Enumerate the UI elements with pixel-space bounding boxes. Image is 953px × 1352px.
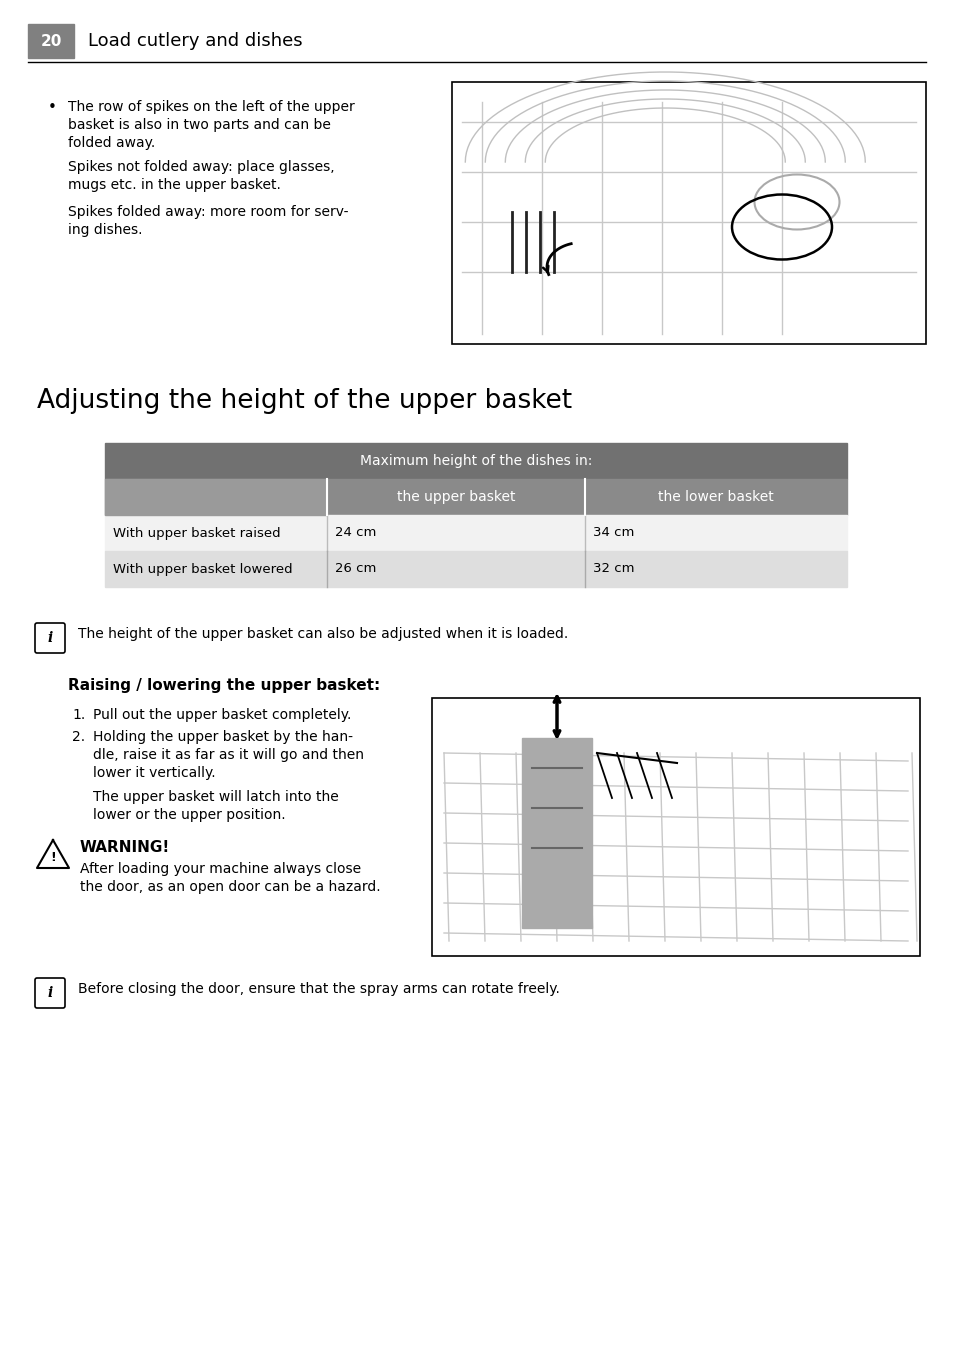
Text: With upper basket lowered: With upper basket lowered xyxy=(112,562,293,576)
Polygon shape xyxy=(37,840,69,868)
Text: Holding the upper basket by the han-: Holding the upper basket by the han- xyxy=(92,730,353,744)
Text: mugs etc. in the upper basket.: mugs etc. in the upper basket. xyxy=(68,178,280,192)
Text: basket is also in two parts and can be: basket is also in two parts and can be xyxy=(68,118,331,132)
Text: Adjusting the height of the upper basket: Adjusting the height of the upper basket xyxy=(37,388,572,414)
Text: folded away.: folded away. xyxy=(68,137,155,150)
Text: 32 cm: 32 cm xyxy=(593,562,634,576)
Text: The height of the upper basket can also be adjusted when it is loaded.: The height of the upper basket can also … xyxy=(78,627,568,641)
Text: The row of spikes on the left of the upper: The row of spikes on the left of the upp… xyxy=(68,100,355,114)
Text: lower or the upper position.: lower or the upper position. xyxy=(92,808,285,822)
Bar xyxy=(105,552,846,587)
Text: i: i xyxy=(48,631,52,645)
Text: The upper basket will latch into the: The upper basket will latch into the xyxy=(92,790,338,804)
Text: the door, as an open door can be a hazard.: the door, as an open door can be a hazar… xyxy=(80,880,380,894)
Text: With upper basket raised: With upper basket raised xyxy=(112,526,280,539)
Bar xyxy=(105,443,846,479)
Text: the upper basket: the upper basket xyxy=(396,489,515,504)
Text: 34 cm: 34 cm xyxy=(593,526,634,539)
Text: 1.: 1. xyxy=(71,708,85,722)
Text: dle, raise it as far as it will go and then: dle, raise it as far as it will go and t… xyxy=(92,748,364,763)
Text: Before closing the door, ensure that the spray arms can rotate freely.: Before closing the door, ensure that the… xyxy=(78,982,559,996)
Text: WARNING!: WARNING! xyxy=(80,840,170,854)
FancyBboxPatch shape xyxy=(35,977,65,1009)
Text: ing dishes.: ing dishes. xyxy=(68,223,142,237)
Text: •: • xyxy=(48,100,57,115)
Bar xyxy=(452,82,925,343)
Bar xyxy=(432,698,919,956)
Text: 20: 20 xyxy=(40,34,62,49)
Bar xyxy=(105,515,846,552)
Text: Spikes folded away: more room for serv-: Spikes folded away: more room for serv- xyxy=(68,206,348,219)
Text: Pull out the upper basket completely.: Pull out the upper basket completely. xyxy=(92,708,351,722)
Text: Maximum height of the dishes in:: Maximum height of the dishes in: xyxy=(359,454,592,468)
Text: 24 cm: 24 cm xyxy=(335,526,376,539)
Text: i: i xyxy=(48,986,52,1000)
FancyBboxPatch shape xyxy=(35,623,65,653)
Text: !: ! xyxy=(51,850,56,864)
Bar xyxy=(105,479,327,515)
Text: Raising / lowering the upper basket:: Raising / lowering the upper basket: xyxy=(68,677,380,694)
Text: Spikes not folded away: place glasses,: Spikes not folded away: place glasses, xyxy=(68,160,335,174)
Text: 2.: 2. xyxy=(71,730,85,744)
Bar xyxy=(521,738,592,927)
Bar xyxy=(28,24,74,58)
Text: 26 cm: 26 cm xyxy=(335,562,376,576)
Text: lower it vertically.: lower it vertically. xyxy=(92,767,215,780)
Text: the lower basket: the lower basket xyxy=(658,489,773,504)
Bar xyxy=(105,479,846,515)
Text: After loading your machine always close: After loading your machine always close xyxy=(80,863,361,876)
Text: Load cutlery and dishes: Load cutlery and dishes xyxy=(88,32,302,50)
